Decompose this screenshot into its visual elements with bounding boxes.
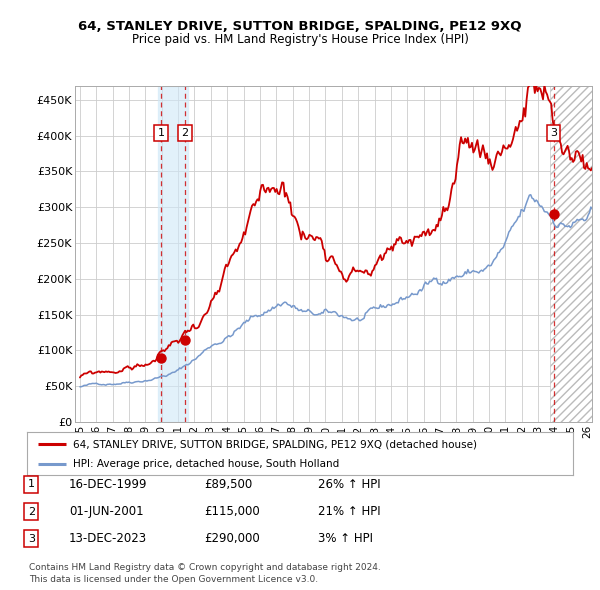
Text: Price paid vs. HM Land Registry's House Price Index (HPI): Price paid vs. HM Land Registry's House … [131,33,469,46]
Bar [158,86,188,422]
Text: 3% ↑ HPI: 3% ↑ HPI [318,532,373,545]
Text: £115,000: £115,000 [204,505,260,518]
Text: 3: 3 [28,534,35,543]
Text: 21% ↑ HPI: 21% ↑ HPI [318,505,380,518]
Bar [550,86,592,422]
Text: 2: 2 [28,507,35,516]
Text: 64, STANLEY DRIVE, SUTTON BRIDGE, SPALDING, PE12 9XQ (detached house): 64, STANLEY DRIVE, SUTTON BRIDGE, SPALDI… [73,440,478,450]
Text: £290,000: £290,000 [204,532,260,545]
Text: This data is licensed under the Open Government Licence v3.0.: This data is licensed under the Open Gov… [29,575,318,584]
Text: Contains HM Land Registry data © Crown copyright and database right 2024.: Contains HM Land Registry data © Crown c… [29,563,380,572]
Text: 1: 1 [158,127,164,137]
Text: HPI: Average price, detached house, South Holland: HPI: Average price, detached house, Sout… [73,460,340,469]
Text: 13-DEC-2023: 13-DEC-2023 [69,532,147,545]
Text: 3: 3 [550,127,557,137]
Text: £89,500: £89,500 [204,478,252,491]
Text: 1: 1 [28,480,35,489]
Text: 16-DEC-1999: 16-DEC-1999 [69,478,148,491]
Text: 64, STANLEY DRIVE, SUTTON BRIDGE, SPALDING, PE12 9XQ: 64, STANLEY DRIVE, SUTTON BRIDGE, SPALDI… [78,20,522,33]
Text: 2: 2 [181,127,188,137]
Text: 26% ↑ HPI: 26% ↑ HPI [318,478,380,491]
Text: 01-JUN-2001: 01-JUN-2001 [69,505,143,518]
